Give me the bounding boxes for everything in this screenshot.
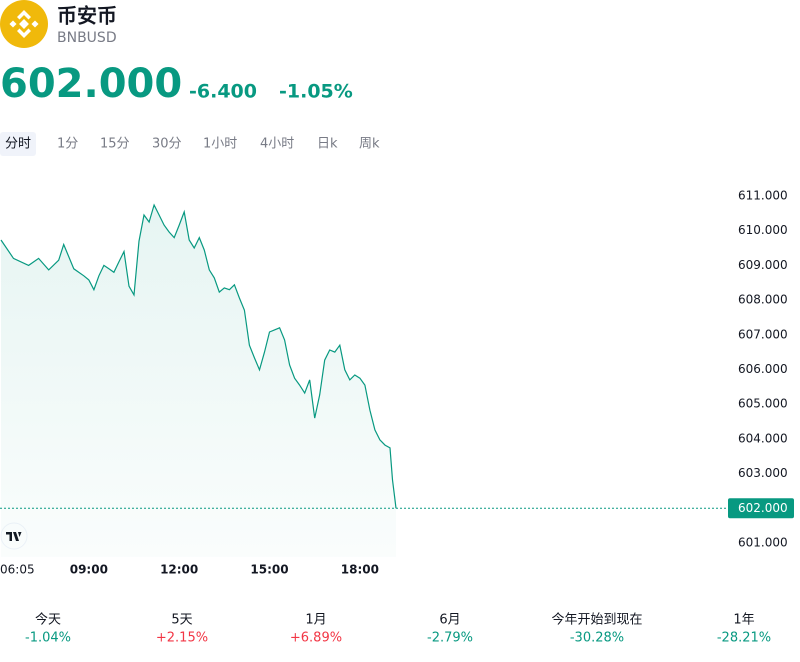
price-line (0, 203, 397, 509)
price-change-percent: -1.05% (279, 81, 353, 103)
period-change: -2.79% (427, 631, 473, 646)
period-change: +6.89% (290, 631, 342, 646)
current-price-box (728, 498, 794, 519)
tab[interactable]: 1分 (57, 137, 78, 152)
tab[interactable]: 15分 (100, 137, 130, 152)
current-price-label: 602.000 (738, 501, 788, 515)
y-tick-label: 604.000 (738, 431, 788, 445)
period-label: 1年 (733, 613, 754, 628)
asset-name: 币安币 (57, 4, 117, 28)
y-tick-label: 606.000 (738, 362, 788, 376)
x-tick-label: 06:05 (0, 563, 35, 577)
period-label: 6月 (439, 613, 460, 628)
price-change: -6.400 (189, 81, 257, 103)
x-tick-label: 15:00 (250, 563, 288, 577)
tab-active-bg (0, 132, 36, 156)
y-tick-label: 607.000 (738, 327, 788, 341)
y-tick-label: 603.000 (738, 466, 788, 480)
tab[interactable]: 分时 (5, 137, 31, 152)
price: 602.000 (0, 61, 182, 107)
logo (0, 0, 48, 48)
x-tick-label: 12:00 (160, 563, 198, 577)
period-label: 今年开始到现在 (551, 612, 642, 628)
area (1, 205, 396, 557)
tab[interactable]: 1小时 (203, 137, 237, 152)
tab[interactable]: 30分 (152, 137, 182, 152)
x-tick-label: 18:00 (341, 563, 379, 577)
y-tick-label: 609.000 (738, 258, 788, 272)
tab[interactable]: 日k (317, 137, 338, 152)
y-tick-label: 608.000 (738, 293, 788, 307)
period-change: -30.28% (570, 631, 624, 646)
period-label: 今天 (35, 612, 61, 628)
period-label: 5天 (171, 613, 192, 628)
y-tick-label: 611.000 (738, 188, 788, 202)
y-tick-label: 601.000 (738, 536, 788, 550)
period-label: 1月 (305, 613, 326, 628)
period-change: -1.04% (25, 631, 71, 646)
tab[interactable]: 4小时 (260, 137, 294, 152)
asset-symbol: BNBUSD (57, 30, 117, 46)
period-change: +2.15% (156, 631, 208, 646)
x-tick-label: 09:00 (70, 563, 108, 577)
period-change: -28.21% (717, 631, 771, 646)
tab[interactable]: 周k (359, 137, 380, 152)
y-tick-label: 605.000 (738, 397, 788, 411)
y-tick-label: 610.000 (738, 223, 788, 237)
